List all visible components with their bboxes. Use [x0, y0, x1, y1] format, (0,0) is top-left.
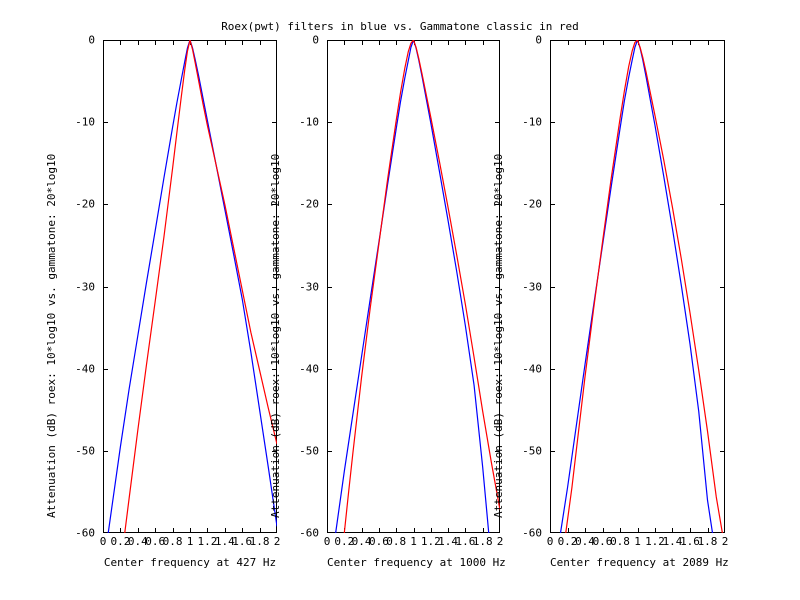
x-tick-label: 0.6	[368, 535, 389, 548]
series-line	[335, 40, 490, 533]
series-line	[559, 40, 714, 533]
series-line	[124, 40, 277, 533]
y-tick-label: -20	[522, 197, 542, 211]
y-tick-label: -40	[75, 362, 95, 376]
x-tick-label: 1.2	[197, 535, 218, 548]
y-tick-label: -40	[522, 362, 542, 376]
y-tick-label: -10	[522, 115, 542, 129]
x-tick-label: 0.8	[162, 535, 183, 548]
plot-frame-1000	[327, 40, 500, 533]
y-tick-label: -60	[522, 526, 542, 540]
series-line	[343, 40, 500, 533]
y-tick-label: -40	[299, 362, 319, 376]
y-tick-label: -50	[75, 444, 95, 458]
plot-panel-2089: Attenuation (dB) roex: 10*log10 vs. gamm…	[492, 34, 729, 570]
plot-svg-1000	[327, 40, 500, 533]
x-tick-label: 0.2	[557, 535, 578, 548]
plot-frame-427	[103, 40, 277, 533]
x-tick-label: 1	[410, 535, 417, 548]
x-tick-label: 0.4	[351, 535, 372, 548]
x-tick-label: 1.8	[249, 535, 270, 548]
x-tick-label: 1.6	[680, 535, 700, 548]
y-tick-label: -50	[522, 444, 542, 458]
x-tick-labels-1000: 0 0.2 0.4 0.6 0.8 1 1.2 1.4 1.6 1.8 2	[323, 535, 504, 551]
x-tick-label: 1	[186, 535, 194, 548]
x-tick-label: 0	[323, 535, 331, 548]
x-tick-label: 0	[546, 535, 554, 548]
plot-panel-1000: Attenuation (dB) roex: 10*log10 vs. gamm…	[269, 34, 506, 570]
x-tick-label: 0.4	[575, 535, 595, 548]
x-axis-title-1000: Center frequency at 1000 Hz	[327, 556, 506, 569]
x-axis-title-2089: Center frequency at 2089 Hz	[550, 556, 729, 569]
plot-svg-427	[103, 40, 277, 533]
plot-frame-2089	[550, 40, 725, 533]
y-tick-label: -10	[75, 115, 95, 129]
x-tick-label: 1	[634, 535, 641, 548]
x-tick-label: 0.4	[127, 535, 148, 548]
x-tick-label: 0.2	[110, 535, 131, 548]
plot-panel-427: Attenuation (dB) roex: 10*log10 vs. gamm…	[45, 34, 280, 570]
x-tick-labels-2089: 0 0.2 0.4 0.6 0.8 1 1.2 1.4 1.6 1.8 2	[546, 535, 729, 551]
figure-title: Roex(pwt) filters in blue vs. Gammatone …	[221, 20, 579, 33]
x-tick-label: 1.8	[697, 535, 718, 548]
x-tick-label: 1.8	[472, 535, 493, 548]
y-tick-label: -20	[299, 197, 319, 211]
y-axis-title-2089: Attenuation (dB) roex: 10*log10 vs. gamm…	[492, 153, 505, 518]
x-tick-label: 2	[721, 535, 729, 548]
x-tick-label: 1.2	[420, 535, 441, 548]
x-tick-label: 1.6	[232, 535, 253, 548]
x-tick-label: 0.6	[145, 535, 166, 548]
x-tick-label: 2	[273, 535, 281, 548]
y-tick-label: -30	[299, 280, 319, 293]
x-tick-label: 1.2	[645, 535, 665, 548]
y-tick-label: -30	[522, 280, 542, 293]
y-tick-label: -30	[75, 280, 95, 293]
y-tick-labels-427: 0 -10 -20 -30 -40 -50 -60	[65, 34, 95, 540]
x-axis-title-427: Center frequency at 427 Hz	[103, 556, 277, 569]
y-tick-label: 0	[535, 33, 542, 47]
plot-svg-2089	[550, 40, 725, 533]
series-line	[565, 40, 723, 533]
y-tick-label: -50	[299, 444, 319, 458]
x-tick-label: 1.4	[438, 535, 459, 548]
y-tick-label: -20	[75, 197, 95, 211]
x-tick-label: 2	[496, 535, 504, 548]
y-tick-label: -10	[299, 115, 319, 129]
y-tick-label: -60	[75, 526, 95, 540]
x-tick-labels-427: 0 0.2 0.4 0.6 0.8 1 1.2 1.4 1.6 1.8 2	[99, 535, 281, 551]
y-tick-label: -60	[299, 526, 319, 540]
x-tick-label: 1.6	[455, 535, 476, 548]
x-tick-label: 0	[99, 535, 107, 548]
x-tick-label: 0.2	[334, 535, 355, 548]
y-tick-label: 0	[88, 33, 95, 47]
x-tick-label: 1.4	[662, 535, 683, 548]
y-axis-title-427: Attenuation (dB) roex: 10*log10 vs. gamm…	[45, 153, 58, 518]
y-axis-title-1000: Attenuation (dB) roex: 10*log10 vs. gamm…	[269, 153, 282, 518]
x-tick-label: 0.6	[592, 535, 613, 548]
y-tick-labels-1000: 0 -10 -20 -30 -40 -50 -60	[289, 34, 319, 540]
y-tick-labels-2089: 0 -10 -20 -30 -40 -50 -60	[512, 34, 542, 540]
x-tick-label: 0.8	[610, 535, 630, 548]
y-tick-label: 0	[312, 33, 319, 47]
x-tick-label: 0.8	[386, 535, 407, 548]
x-tick-label: 1.4	[214, 535, 235, 548]
series-line	[107, 40, 277, 533]
